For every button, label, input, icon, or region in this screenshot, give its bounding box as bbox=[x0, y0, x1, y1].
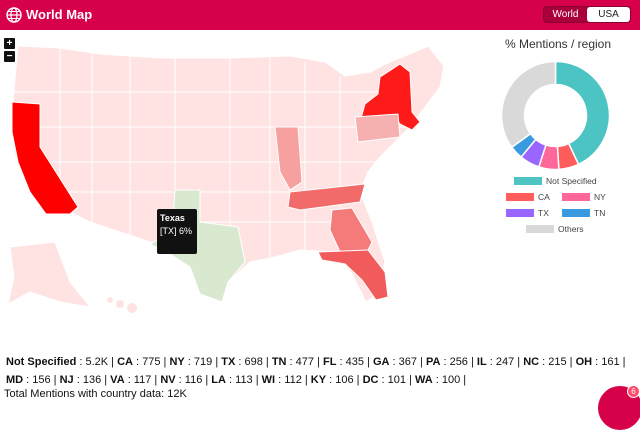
state-alaska[interactable] bbox=[7, 241, 92, 308]
stat-key: NV bbox=[160, 374, 176, 386]
stat-value: : 116 | bbox=[175, 374, 212, 386]
legend-label: Others bbox=[558, 224, 584, 234]
stat-value: : 100 | bbox=[432, 374, 467, 386]
stat-value: : 698 | bbox=[235, 356, 272, 368]
stat-value: : 215 | bbox=[539, 356, 576, 368]
stats-row: MD : 156 | NJ : 136 | VA : 117 | NV : 11… bbox=[6, 371, 636, 389]
legend-others[interactable]: Others bbox=[526, 223, 584, 235]
usa-map[interactable] bbox=[0, 32, 470, 317]
stat-key: WI bbox=[261, 374, 276, 386]
stat-value: : 435 | bbox=[336, 356, 373, 368]
stat-value: : 101 | bbox=[378, 374, 415, 386]
stat-value: : 113 | bbox=[225, 374, 262, 386]
stat-value: : 136 | bbox=[73, 374, 111, 386]
stat-value: : 477 | bbox=[286, 356, 323, 368]
stat-key: PA bbox=[425, 356, 441, 368]
stats-row: Not Specified : 5.2K | CA : 775 | NY : 7… bbox=[6, 353, 636, 371]
state-new-york[interactable] bbox=[359, 63, 421, 131]
stat-key: CA bbox=[117, 356, 133, 368]
stat-value: : 117 | bbox=[124, 374, 161, 386]
tooltip-detail: [TX] 6% bbox=[160, 226, 193, 236]
donut-title: % Mentions / region bbox=[504, 37, 612, 51]
donut-slice-others[interactable] bbox=[500, 60, 557, 149]
donut-slice-not-specified[interactable] bbox=[554, 60, 611, 166]
stat-key: LA bbox=[211, 374, 226, 386]
mentions-donut[interactable] bbox=[498, 58, 613, 173]
legend-tx[interactable]: TX bbox=[506, 207, 549, 219]
stat-key: TN bbox=[271, 356, 287, 368]
total-mentions: Total Mentions with country data: 12K bbox=[4, 388, 187, 400]
stat-key: GA bbox=[372, 356, 390, 368]
globe-icon bbox=[6, 7, 22, 23]
stat-value: : 5.2K | bbox=[76, 356, 118, 368]
state-borders bbox=[12, 48, 420, 272]
region-toggle[interactable]: World USA bbox=[543, 6, 631, 23]
legend-not-specified[interactable]: Not Specified bbox=[514, 175, 597, 187]
stat-value: : 112 | bbox=[275, 374, 311, 386]
stat-key: NJ bbox=[59, 374, 74, 386]
stat-key: KY bbox=[310, 374, 327, 386]
stat-value: : 247 | bbox=[486, 356, 524, 368]
legend-tn[interactable]: TN bbox=[562, 207, 605, 219]
stat-key: MD bbox=[6, 374, 24, 386]
page-title: World Map bbox=[26, 7, 93, 22]
legend-swatch bbox=[506, 209, 534, 217]
legend-label: TX bbox=[538, 208, 549, 218]
mentions-stats: Not Specified : 5.2K | CA : 775 | NY : 7… bbox=[6, 353, 636, 389]
header-bar: World Map World USA bbox=[0, 0, 640, 30]
stat-key: Not Specified bbox=[6, 356, 77, 368]
stat-key: FL bbox=[322, 356, 337, 368]
zoom-out-button[interactable]: − bbox=[4, 51, 15, 62]
toggle-world[interactable]: World bbox=[552, 9, 579, 20]
legend-label: CA bbox=[538, 192, 550, 202]
state-hawaii[interactable] bbox=[107, 297, 137, 313]
stat-value: : 106 | bbox=[326, 374, 363, 386]
stat-value: : 156 | bbox=[23, 374, 60, 386]
stat-key: DC bbox=[362, 374, 379, 386]
state-florida[interactable] bbox=[317, 249, 389, 301]
stat-key: NC bbox=[523, 356, 540, 368]
stat-value: : 719 | bbox=[184, 356, 222, 368]
legend-swatch bbox=[562, 209, 590, 217]
stat-key: WA bbox=[414, 374, 433, 386]
state-illinois[interactable] bbox=[274, 126, 303, 191]
tooltip-state: Texas bbox=[160, 213, 185, 223]
legend-swatch bbox=[514, 177, 542, 185]
stat-key: TX bbox=[221, 356, 236, 368]
legend-label: TN bbox=[594, 208, 606, 218]
stat-key: OH bbox=[575, 356, 593, 368]
stat-key: VA bbox=[110, 374, 125, 386]
legend-swatch bbox=[526, 225, 554, 233]
legend-ca[interactable]: CA bbox=[506, 191, 550, 203]
state-tennessee[interactable] bbox=[287, 183, 366, 211]
zoom-in-button[interactable]: + bbox=[4, 38, 15, 49]
chat-badge: 6 bbox=[627, 385, 640, 398]
stat-value: : 161 | bbox=[592, 356, 626, 368]
state-pennsylvania[interactable] bbox=[354, 113, 401, 143]
stat-value: : 256 | bbox=[440, 356, 477, 368]
legend-swatch bbox=[562, 193, 590, 201]
legend-swatch bbox=[506, 193, 534, 201]
map-tooltip: Texas [TX] 6% bbox=[157, 209, 197, 254]
state-california[interactable] bbox=[11, 101, 79, 215]
legend-label: Not Specified bbox=[546, 176, 597, 186]
legend-ny[interactable]: NY bbox=[562, 191, 606, 203]
stat-value: : 775 | bbox=[132, 356, 170, 368]
stat-key: IL bbox=[476, 356, 487, 368]
legend-label: NY bbox=[594, 192, 606, 202]
stat-key: NY bbox=[169, 356, 185, 368]
stat-value: : 367 | bbox=[389, 356, 426, 368]
toggle-usa[interactable]: USA bbox=[587, 7, 630, 22]
